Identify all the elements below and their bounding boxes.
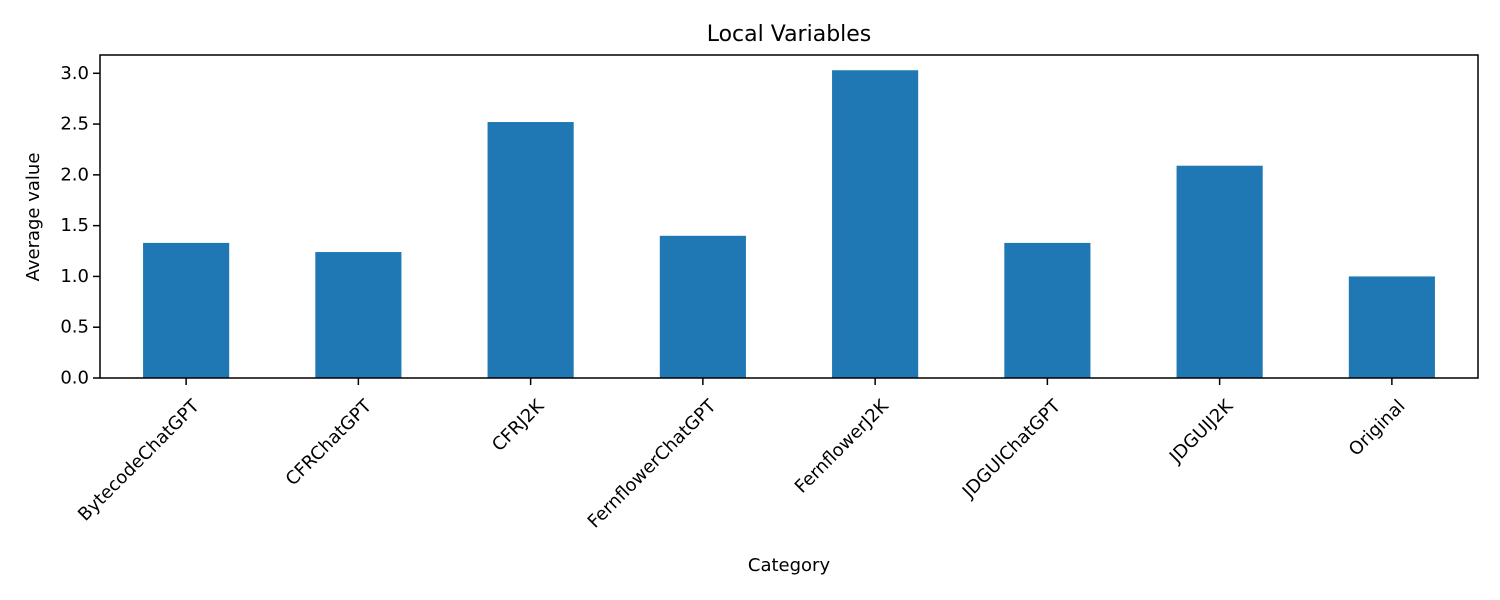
y-tick-label: 2.0 bbox=[60, 164, 89, 185]
y-tick-label: 0.5 bbox=[60, 317, 89, 338]
x-tick-label: CFRChatGPT bbox=[282, 395, 377, 490]
bar bbox=[143, 242, 230, 378]
y-axis-label: Average value bbox=[23, 153, 44, 282]
bar bbox=[659, 235, 746, 378]
x-tick-label: FernflowerJ2K bbox=[791, 395, 894, 498]
bar bbox=[1176, 165, 1263, 378]
bar bbox=[1348, 276, 1435, 378]
chart-title: Local Variables bbox=[707, 22, 872, 47]
bar bbox=[315, 252, 402, 378]
x-axis-label: Category bbox=[748, 555, 831, 576]
x-tick-label: JDGUIJ2K bbox=[1165, 395, 1238, 468]
x-tick-label: JDGUIChatGPT bbox=[958, 395, 1066, 503]
y-tick-label: 1.5 bbox=[60, 215, 89, 236]
bar bbox=[832, 70, 919, 379]
y-tick-label: 0.0 bbox=[60, 368, 89, 389]
y-tick-label: 2.5 bbox=[60, 114, 89, 135]
x-tick-label: Original bbox=[1345, 396, 1410, 461]
x-tick-label: FernflowerChatGPT bbox=[584, 395, 721, 532]
x-tick-label: CFRJ2K bbox=[488, 395, 549, 456]
y-tick-label: 1.0 bbox=[60, 266, 89, 287]
bar bbox=[1004, 242, 1091, 378]
bar bbox=[487, 122, 574, 378]
y-tick-label: 3.0 bbox=[60, 63, 89, 84]
x-tick-label: BytecodeChatGPT bbox=[74, 395, 204, 525]
bars-layer bbox=[143, 70, 1435, 379]
axes-layer bbox=[99, 54, 1479, 379]
plot-frame bbox=[99, 54, 1479, 379]
